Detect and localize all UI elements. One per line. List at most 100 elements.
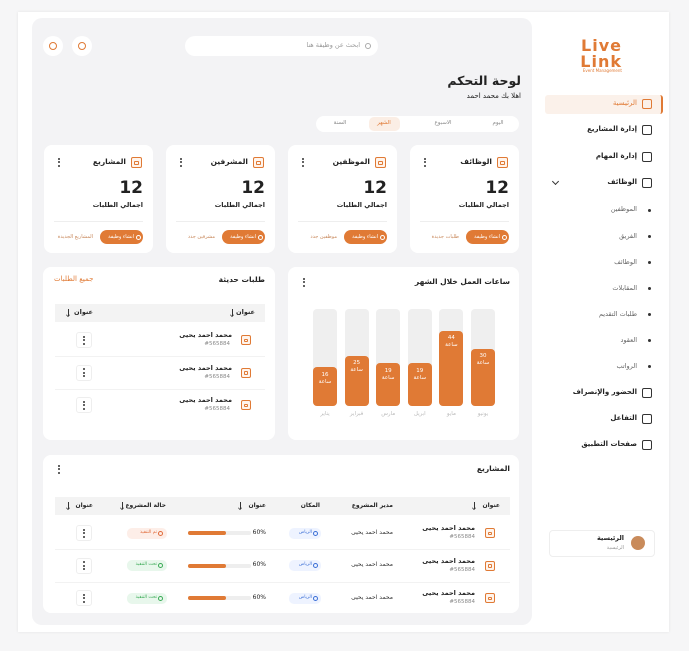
icon: [375, 157, 386, 168]
month-label: ابريل: [413, 411, 426, 418]
icon-inner: [488, 564, 492, 568]
bar-value: 19: [416, 367, 424, 374]
tab: الاسبوع: [434, 120, 452, 127]
create-button-label: انشاء وظيفة: [230, 233, 256, 240]
subnav-item: الموظفين: [610, 205, 637, 214]
kebab-dot: [424, 161, 426, 163]
icon-inner: [500, 160, 505, 165]
request-name: محمد احمد يحيى: [179, 331, 232, 340]
icon: [485, 528, 495, 538]
status-icon: [158, 530, 163, 536]
bar: [344, 355, 369, 406]
row-divider: [55, 581, 510, 583]
sort-arrow: [231, 309, 233, 316]
tab-active-bg: [369, 117, 400, 131]
progress-label: 60%: [252, 561, 266, 569]
user-role: الرئيسية: [606, 544, 624, 551]
stat-value: 12: [119, 178, 143, 199]
status-badge: [127, 560, 167, 571]
plus-icon: [502, 234, 507, 240]
kebab-dot: [83, 368, 85, 370]
kebab-dot: [180, 164, 182, 167]
stat-caption: اجمالي الطلبات: [336, 201, 387, 210]
kebab-dot: [58, 471, 60, 474]
nav-icon: [642, 99, 652, 109]
kebab-dot: [83, 371, 85, 374]
month-label: مايو: [446, 411, 456, 418]
column-header: حالة المشروع: [125, 501, 166, 509]
icon-inner: [378, 160, 383, 165]
kebab-dot: [83, 400, 85, 403]
kebab-dot: [180, 161, 182, 163]
create-button-label: انشاء وظيفة: [352, 233, 378, 240]
subnav-dot: [648, 234, 651, 238]
project-manager: محمد احمد يحيى: [351, 593, 393, 601]
create-button: [344, 230, 387, 244]
icon-inner: [256, 160, 261, 165]
progress-fill: [188, 563, 226, 568]
search-icon: [365, 43, 371, 49]
bar: [313, 367, 337, 406]
kebab-dot: [424, 164, 426, 167]
kebab-dot: [58, 468, 60, 470]
icon: [241, 400, 251, 410]
subnav-item: العقود: [620, 335, 637, 344]
bar-unit: ساعة: [413, 374, 427, 381]
icon-inner: [244, 403, 248, 407]
project-name: محمد احمد يحيى: [422, 524, 475, 533]
stat-caption: اجمالي الطلبات: [214, 201, 265, 210]
request-id: #565884: [204, 341, 230, 348]
kebab-dot: [83, 404, 85, 406]
project-name: محمد احمد يحيى: [422, 589, 475, 598]
kebab-dot: [424, 157, 426, 160]
logo-line2: Link: [580, 51, 622, 71]
stat-title: المشرفين: [210, 156, 248, 166]
sort-arrow: [67, 309, 69, 316]
tab: السنة: [333, 120, 347, 127]
tab: اليوم: [492, 120, 504, 127]
icon: [131, 157, 142, 168]
kebab-dot: [83, 597, 85, 599]
bar-value: 44: [447, 335, 455, 342]
kebab-dot: [83, 528, 85, 531]
project-manager: محمد احمد يحيى: [351, 528, 393, 536]
row-divider: [55, 356, 265, 357]
bar-value: 30: [479, 353, 487, 360]
nav-icon: [642, 151, 652, 162]
sort-arrow: [121, 502, 123, 509]
row-menu: [76, 525, 92, 541]
kebab-dot: [83, 593, 85, 596]
divider: [420, 221, 509, 222]
column-header: مدير المشروع: [351, 501, 393, 509]
stat-value: 12: [241, 178, 265, 199]
icon: [253, 157, 264, 168]
header-icon: [78, 42, 86, 50]
greeting: اهلا بك محمد احمد: [466, 92, 521, 101]
kebab-dot: [83, 532, 85, 534]
status-label: تم التنفيذ: [139, 529, 157, 535]
month-label: يناير: [320, 411, 330, 418]
chart-title: ساعات العمل خلال الشهر: [414, 276, 510, 286]
sort-arrow: [473, 502, 475, 509]
bar-unit: ساعة: [381, 374, 395, 381]
divider: [298, 221, 387, 222]
stat-link: مشرفين جدد: [187, 233, 215, 240]
kebab-dot: [83, 568, 85, 570]
search-placeholder: ابحث عن وظيفة هنا: [306, 41, 360, 50]
create-button: [100, 230, 143, 244]
kebab-dot: [83, 339, 85, 341]
kebab-dot: [302, 161, 304, 163]
nav-item: الوظائف: [607, 178, 637, 186]
divider: [54, 221, 143, 222]
user-name: الرئيسية: [596, 534, 624, 543]
subnav-dot: [648, 312, 651, 316]
recent-title: طلبات حديثة: [218, 274, 265, 284]
kebab-dot: [83, 561, 85, 563]
request-id: #565884: [204, 373, 230, 380]
request-name: محمد احمد يحيى: [179, 363, 232, 372]
column-header: عنوان: [248, 501, 267, 509]
progress-fill: [188, 596, 226, 600]
user-card: [549, 530, 655, 557]
create-button-label: انشاء وظيفة: [474, 233, 500, 240]
